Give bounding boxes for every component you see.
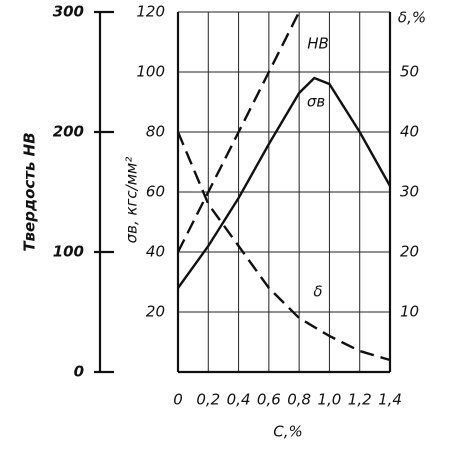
y2-axis-label: δ,% bbox=[398, 9, 426, 27]
series-line bbox=[177, 76, 392, 289]
y2-tick-label: 20 bbox=[400, 243, 419, 261]
x-tick-label: 0,8 bbox=[287, 391, 311, 409]
x-axis-label: C,% bbox=[273, 423, 303, 441]
y-axis-label: σв, кгс/мм² bbox=[123, 157, 141, 244]
y-tick-label: 20 bbox=[146, 303, 165, 321]
x-tick-label: 0,6 bbox=[257, 391, 281, 409]
series-label: δ bbox=[313, 283, 322, 301]
y2-tick-label: 30 bbox=[400, 183, 419, 201]
series-line bbox=[176, 131, 391, 362]
x-tick-label: 0 bbox=[173, 391, 183, 409]
y-tick-label: 40 bbox=[146, 243, 165, 261]
series-label: HB bbox=[307, 35, 329, 53]
x-tick-label: 1,4 bbox=[378, 391, 402, 409]
series-line bbox=[176, 11, 301, 253]
y3-axis-label: Твердость НВ bbox=[21, 132, 39, 251]
y3-tick-label: 100 bbox=[53, 243, 84, 261]
y3-tick-label: 300 bbox=[53, 3, 84, 21]
x-tick-label: 1,2 bbox=[348, 391, 372, 409]
y-tick-label: 60 bbox=[146, 183, 165, 201]
y2-tick-label: 40 bbox=[400, 123, 419, 141]
y-tick-label: 120 bbox=[136, 3, 165, 21]
y-tick-label: 100 bbox=[136, 63, 165, 81]
y2-tick-label: 50 bbox=[400, 63, 419, 81]
y3-tick-label: 0 bbox=[74, 363, 84, 381]
x-tick-label: 0,2 bbox=[196, 391, 220, 409]
y2-tick-label: 10 bbox=[400, 303, 419, 321]
series-label: σв bbox=[307, 93, 326, 111]
x-tick-label: 1,0 bbox=[317, 391, 341, 409]
y3-tick-label: 200 bbox=[53, 123, 84, 141]
x-tick-label: 0,4 bbox=[227, 391, 251, 409]
y-tick-label: 80 bbox=[146, 123, 165, 141]
